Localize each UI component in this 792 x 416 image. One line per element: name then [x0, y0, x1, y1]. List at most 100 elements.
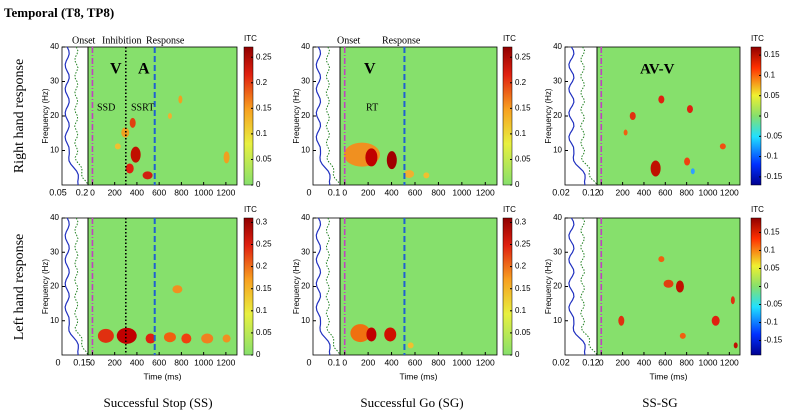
y-tick-label: 20: [553, 282, 562, 291]
x-tick-label: 600: [408, 357, 422, 367]
x-tick-label: 800: [174, 357, 188, 367]
y-axis-label: Frequency (Hz): [41, 259, 50, 314]
heat-blob: [167, 113, 172, 119]
side-tick-label: 0: [306, 357, 311, 367]
x-tick-label: 200: [361, 357, 375, 367]
side-tick-label: 0: [306, 187, 311, 197]
colorbar-tick-label: -0.1: [764, 318, 778, 327]
colorbar-tick-label: 0.05: [515, 155, 531, 164]
side-trace: [64, 46, 79, 186]
colorbar-tick-label: -0.15: [764, 336, 783, 345]
colorbar-tick-label: 0: [515, 350, 520, 359]
colorbar: [502, 217, 513, 356]
colorbar-tick-label: 0.1: [256, 306, 268, 315]
heat-blob: [404, 169, 415, 178]
y-tick-label: 40: [553, 213, 562, 222]
heat-blob: [129, 117, 136, 128]
x-tick-label: 0: [342, 357, 347, 367]
side-tick-label: 0.02: [552, 357, 570, 367]
heat-blob: [384, 327, 397, 342]
y-axis-label: Frequency (Hz): [41, 88, 50, 143]
annotations: Onset Inhibition Response V A SSD SSRT O…: [72, 35, 675, 113]
colorbar-tick-label: 0.05: [764, 264, 780, 273]
heat-blob: [658, 95, 665, 104]
x-tick-label: 1200: [476, 357, 495, 367]
x-tick-label: 200: [616, 187, 630, 197]
y-tick-label: 10: [301, 146, 310, 155]
side-trace: [74, 217, 89, 356]
side-trace: [568, 46, 586, 186]
y-tick-label: 40: [301, 42, 310, 51]
colorbar-tick-label: 0.2: [515, 262, 527, 271]
colorbar-tick-label: -0.15: [764, 172, 783, 181]
y-tick-label: 40: [553, 42, 562, 51]
plot-frame: [596, 217, 741, 356]
colorbar-tick-label: 0.25: [515, 52, 531, 61]
y-tick-label: 40: [50, 213, 59, 222]
x-tick-label: 600: [658, 357, 672, 367]
plot-frame: [339, 217, 498, 356]
x-tick-label: 1200: [476, 187, 495, 197]
x-tick-label: 1200: [720, 187, 739, 197]
heat-blob: [130, 146, 141, 163]
colorbar-tick-label: 0: [764, 111, 769, 120]
x-tick-label: 0: [90, 357, 95, 367]
x-tick-label: 1000: [699, 187, 718, 197]
x-tick-label: 1000: [452, 187, 471, 197]
colorbar-tick-label: 0.15: [256, 103, 272, 112]
x-tick-label: 1200: [216, 187, 235, 197]
colorbar: [502, 46, 513, 186]
heat-blob: [142, 171, 153, 180]
side-trace: [315, 217, 331, 356]
colorbar-label: ITC: [244, 205, 257, 214]
x-axis-label: Time (ms): [400, 371, 438, 381]
colorbar-tick-label: 0.1: [256, 129, 268, 138]
colorbar-tick-label: 0.05: [515, 328, 531, 337]
heat-blob: [675, 280, 684, 293]
y-tick-label: 30: [301, 247, 310, 256]
x-axis-label: Time (ms): [650, 371, 688, 381]
x-tick-label: 1200: [720, 357, 739, 367]
annotation: SSRT: [131, 102, 154, 113]
annotation: RT: [366, 102, 378, 113]
heat-blob: [386, 151, 397, 170]
annotation: Response: [146, 35, 185, 46]
side-tick-label: 0.05: [49, 187, 67, 197]
y-tick-label: 20: [50, 282, 59, 291]
side-tick-label: 0.12: [582, 187, 600, 197]
colorbar-tick-label: 0.2: [256, 262, 268, 271]
side-tick-label: 0.1: [328, 357, 341, 367]
x-tick-label: 400: [637, 187, 651, 197]
heat-blob: [730, 296, 735, 305]
x-tick-label: 1000: [194, 187, 213, 197]
x-tick-label: 800: [174, 187, 188, 197]
colorbar-label: ITC: [503, 34, 516, 43]
colorbar-tick-label: 0.05: [256, 328, 272, 337]
x-tick-label: 200: [361, 187, 375, 197]
colorbar-label: ITC: [751, 34, 764, 43]
y-axis-label: Frequency (Hz): [292, 259, 301, 314]
x-tick-label: 200: [108, 187, 122, 197]
x-tick-label: 1200: [216, 357, 235, 367]
annotation: A: [138, 61, 150, 78]
heat-blob: [719, 143, 726, 150]
y-tick-label: 10: [553, 146, 562, 155]
y-tick-label: 20: [50, 111, 59, 120]
heat-blob: [178, 95, 183, 104]
heat-blob: [629, 112, 636, 120]
colorbar-tick-label: 0.3: [515, 218, 527, 227]
x-axis-label: Time (ms): [144, 371, 182, 381]
column-label: Successful Go (SG): [360, 395, 463, 410]
x-tick-label: 1000: [699, 357, 718, 367]
heatmap-background: [88, 47, 237, 185]
colorbar-tick-label: 0.25: [515, 240, 531, 249]
y-axis-label: Frequency (Hz): [544, 88, 553, 143]
colorbar-tick-label: 0.3: [256, 218, 268, 227]
row-label: Left hand response: [12, 234, 27, 341]
y-tick-label: 10: [301, 316, 310, 325]
plot-frame: [87, 217, 238, 356]
y-axis-label: Frequency (Hz): [292, 88, 301, 143]
side-trace: [568, 217, 586, 356]
y-axis-label: Frequency (Hz): [544, 259, 553, 314]
